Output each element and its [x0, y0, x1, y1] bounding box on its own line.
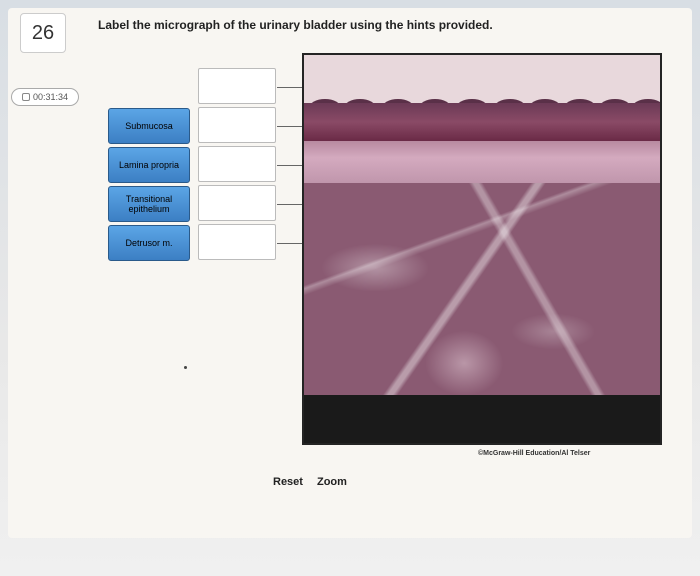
drop-target[interactable] — [198, 107, 276, 143]
hint-transitional-epithelium[interactable]: Transitional epithelium — [108, 186, 190, 222]
hints-column: Submucosa Lamina propria Transitional ep… — [108, 108, 190, 261]
image-controls: Reset Zoom — [273, 476, 347, 488]
tissue-lamina — [304, 141, 660, 183]
image-credit: ©McGraw-Hill Education/Al Telser — [478, 450, 590, 457]
hint-detrusor-m[interactable]: Detrusor m. — [108, 225, 190, 261]
hint-lamina-propria[interactable]: Lamina propria — [108, 147, 190, 183]
drop-target[interactable] — [198, 68, 276, 104]
question-number-box: 26 — [20, 13, 66, 53]
hint-label: Lamina propria — [119, 160, 179, 170]
timer-badge[interactable]: 00:31:34 — [11, 88, 79, 106]
reset-button[interactable]: Reset — [273, 476, 303, 488]
timer-value: 00:31:34 — [33, 92, 68, 102]
drop-target[interactable] — [198, 185, 276, 221]
hint-label: Transitional epithelium — [126, 194, 172, 214]
zoom-button[interactable]: Zoom — [317, 476, 347, 488]
question-number: 26 — [32, 22, 54, 45]
hint-label: Submucosa — [125, 121, 173, 131]
timer-icon — [22, 93, 30, 101]
tissue-muscle — [304, 183, 660, 395]
question-page: 26 00:31:34 Label the micrograph of the … — [8, 8, 692, 538]
drop-target[interactable] — [198, 224, 276, 260]
tissue-border-bottom — [304, 395, 660, 443]
micrograph-image[interactable] — [302, 53, 662, 445]
tissue-epithelium — [304, 103, 660, 141]
drop-targets-column — [198, 68, 276, 260]
drop-target[interactable] — [198, 146, 276, 182]
hint-label: Detrusor m. — [125, 238, 172, 248]
hint-submucosa[interactable]: Submucosa — [108, 108, 190, 144]
question-text: Label the micrograph of the urinary blad… — [98, 18, 493, 32]
decorative-dot — [184, 366, 187, 369]
